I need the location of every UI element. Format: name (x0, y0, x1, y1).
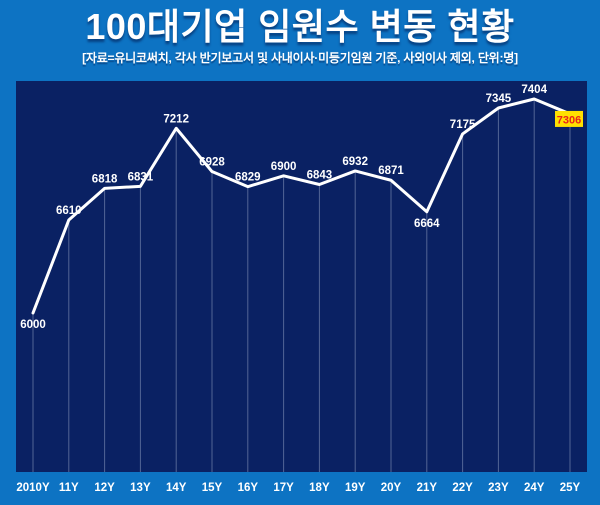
value-label: 6818 (92, 173, 118, 185)
value-label: 7404 (521, 84, 547, 96)
chart-subtitle: [자료=유니코써치, 각사 반기보고서 및 사내이사·미등기임원 기준, 사외이… (82, 51, 518, 65)
x-axis-label: 25Y (560, 482, 581, 494)
value-label: 7175 (450, 119, 476, 131)
x-axis-label: 24Y (524, 482, 545, 494)
chart-header: 100대기업 임원수 변동 현황 [자료=유니코써치, 각사 반기보고서 및 사… (0, 0, 600, 66)
value-label: 6000 (20, 319, 46, 331)
value-label: 6928 (199, 157, 225, 169)
highlight-badge (555, 110, 583, 127)
value-label: 6932 (342, 156, 368, 168)
x-axis-label: 14Y (166, 482, 187, 494)
x-axis-label: 2010Y (16, 482, 50, 494)
value-label: 6610 (56, 205, 82, 217)
plot-panel (16, 81, 587, 472)
highlight-value-label: 7306 (557, 115, 581, 127)
x-axis-label: 19Y (345, 482, 366, 494)
data-line (31, 97, 572, 315)
x-axis-label: 15Y (202, 482, 223, 494)
value-label: 6664 (414, 218, 440, 230)
value-label: 7345 (486, 93, 512, 105)
value-label: 6843 (307, 170, 333, 182)
x-axis-label: 22Y (452, 482, 473, 494)
chart-title: 100대기업 임원수 변동 현황 (85, 6, 515, 47)
value-label: 6900 (271, 161, 297, 173)
x-axis-label: 16Y (238, 482, 259, 494)
value-label: 6829 (235, 172, 261, 184)
x-axis-label: 21Y (417, 482, 438, 494)
x-axis-label: 12Y (94, 482, 115, 494)
value-label: 7212 (163, 113, 189, 125)
value-label: 6871 (378, 165, 404, 177)
x-axis-label: 11Y (59, 482, 79, 494)
x-axis-label: 23Y (488, 482, 509, 494)
value-label: 6831 (128, 171, 154, 183)
x-axis-label: 17Y (273, 482, 294, 494)
x-axis-label: 13Y (130, 482, 151, 494)
x-axis-label: 20Y (381, 482, 402, 494)
x-axis-label: 18Y (309, 482, 330, 494)
